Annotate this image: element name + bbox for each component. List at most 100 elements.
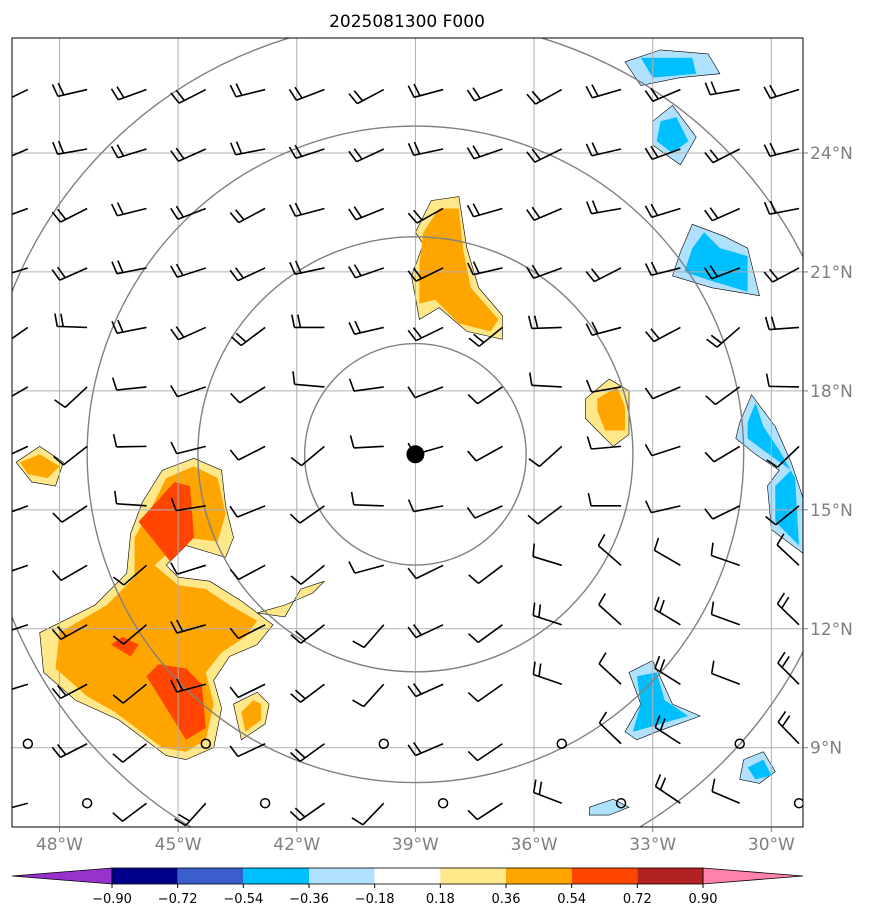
wind-barb <box>170 678 207 693</box>
wind-barb-feather <box>472 261 480 274</box>
wind-barb-feather <box>57 82 65 96</box>
wind-barb-feather <box>51 211 62 223</box>
wind-barb-staff <box>415 564 444 580</box>
wind-barb <box>467 743 503 762</box>
wind-barb-staff <box>122 802 147 822</box>
wind-barb-staff <box>12 326 29 340</box>
wind-barb-feather <box>765 515 777 526</box>
wind-barb-staff <box>116 326 147 334</box>
wind-barb-staff <box>177 267 207 278</box>
colorbar-tick-label: 0.36 <box>492 892 521 907</box>
wind-barb-feather <box>0 336 3 345</box>
wind-barb-staff <box>60 207 88 223</box>
wind-barb <box>644 261 681 276</box>
wind-barb <box>764 316 800 331</box>
wind-barb <box>54 386 88 409</box>
wind-barb-staff <box>533 673 563 686</box>
contour-region <box>146 664 206 740</box>
wind-barb-feather <box>230 392 241 404</box>
wind-barb <box>112 802 147 822</box>
wind-barb-staff <box>535 88 563 105</box>
wind-barb <box>598 593 622 626</box>
wind-barb-feather <box>412 683 422 695</box>
wind-barb <box>12 445 29 455</box>
wind-barb <box>52 505 88 523</box>
wind-barb-feather <box>590 268 601 280</box>
wind-barb-staff <box>122 743 147 763</box>
wind-barb <box>705 386 741 406</box>
wind-barb-staff <box>235 148 266 156</box>
wind-barb-feather <box>764 316 770 330</box>
wind-barb-feather <box>585 323 593 336</box>
wind-barb <box>526 206 563 221</box>
y-tick-label: 24°N <box>810 144 853 164</box>
wind-barb-staff <box>12 88 29 99</box>
contour-region <box>19 454 60 479</box>
wind-barb-staff <box>240 326 266 347</box>
wind-barb-feather <box>112 694 124 704</box>
wind-barb <box>51 207 88 223</box>
wind-barb <box>407 83 444 99</box>
wind-barb-feather <box>116 86 125 99</box>
wind-barb-staff <box>116 267 147 275</box>
wind-barb-feather <box>709 149 719 161</box>
wind-barb <box>112 564 147 586</box>
wind-barb-feather <box>175 205 185 218</box>
wind-barb-staff <box>413 148 444 157</box>
wind-barb <box>763 142 800 158</box>
wind-barb <box>174 802 207 827</box>
wind-barb-feather <box>110 203 119 217</box>
wind-barb-staff <box>12 148 29 157</box>
wind-barb <box>704 148 741 164</box>
wind-barb-feather <box>57 140 65 154</box>
wind-barb-feather <box>538 781 543 795</box>
wind-barb <box>526 88 563 105</box>
contour-region <box>684 232 748 292</box>
wind-barb-feather <box>704 508 714 520</box>
wind-barb-staff <box>12 624 29 631</box>
wind-barb-feather <box>407 143 415 156</box>
contour-region <box>419 208 499 332</box>
wind-barb-staff <box>116 445 147 448</box>
wind-barb <box>0 326 29 345</box>
colorbar-tick-label: 0.72 <box>623 892 652 907</box>
wind-barb-staff <box>178 88 207 104</box>
wind-barb-staff <box>238 445 266 461</box>
wind-barb-staff <box>777 721 800 745</box>
wind-barb-staff <box>178 326 207 341</box>
wind-barb <box>532 661 563 686</box>
wind-barb-staff <box>239 386 266 404</box>
wind-barb-feather <box>709 265 718 277</box>
wind-barb-feather <box>348 93 358 105</box>
wind-barb <box>763 267 800 283</box>
wind-barb <box>112 624 147 645</box>
wind-barb-staff <box>415 683 444 698</box>
wind-barb <box>467 386 503 405</box>
wind-barb <box>170 88 207 104</box>
wind-barb-staff <box>355 267 385 279</box>
wind-barb-staff <box>654 726 681 745</box>
wind-barb-feather <box>591 142 599 155</box>
wind-barb-feather <box>531 264 540 277</box>
wind-barb-feather <box>407 85 415 98</box>
wind-barb-feather <box>111 261 118 274</box>
wind-barb-staff <box>533 207 563 221</box>
wind-barb-staff <box>294 267 325 275</box>
wind-barb <box>111 377 147 391</box>
wind-barb <box>12 564 29 572</box>
wind-barb-staff <box>533 267 563 279</box>
wind-barb-feather <box>57 743 67 756</box>
colorbar-tick-label: −0.90 <box>92 892 132 907</box>
wind-barb-staff <box>474 88 503 102</box>
calm-wind-marker <box>734 738 745 749</box>
wind-barb-staff <box>237 505 266 518</box>
wind-barb-staff <box>415 267 444 282</box>
wind-barb-feather <box>407 626 417 638</box>
wind-barb <box>51 266 88 281</box>
wind-barb <box>288 86 325 102</box>
wind-barb <box>587 492 622 507</box>
wind-barb-staff <box>12 445 29 455</box>
colorbar-segment <box>177 868 244 884</box>
x-tick-label: 42°W <box>273 835 320 855</box>
calm-wind-marker <box>615 797 627 809</box>
